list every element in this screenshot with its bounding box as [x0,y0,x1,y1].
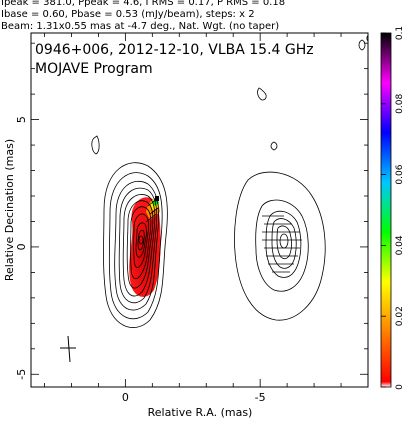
axes: 0 -5 -5 0 5 [15,33,369,404]
y-tick-label: 5 [15,116,28,123]
x-tick-label: 0 [122,391,129,404]
chart-subtitle: MOJAVE Program [35,61,153,77]
y-tick-label: -5 [15,369,28,380]
colorbar-tick-label: 0 [395,384,405,390]
restoring-beam [60,335,76,363]
core-contours [103,162,168,328]
colorbar-tick-label: 0.1 [395,26,405,40]
plot-frame [30,32,369,388]
colorbar-tick-label: 0.02 [395,306,405,326]
jet-contours [234,171,326,321]
stats-line-1: Ipeak = 381.0, Ppeak = 4.6, I RMS = 0.17… [1,0,286,8]
chart-title: 0946+006, 2012-12-10, VLBA 15.4 GHz [35,42,314,58]
colorbar-tick-label: 0.04 [395,235,405,255]
x-tick-label: -5 [255,391,266,404]
y-tick-label: 0 [15,243,28,250]
y-axis-label: Relative Decination (mas) [3,139,16,281]
colorbar-tick-label: 0.06 [395,164,405,184]
stats-line-2: Ibase = 0.60, Pbase = 0.53 (mJy/beam), s… [1,9,255,20]
core-evpa-vectors [145,197,159,223]
colorbar-ticks: 0 0.02 0.04 0.06 0.08 0.1 [381,26,405,390]
x-axis-label: Relative R.A. (mas) [148,406,253,419]
colorbar-tick-label: 0.08 [395,94,405,114]
noise-contours [91,34,368,155]
colorbar [381,33,391,387]
beam-line: Beam: 1.31x0.55 mas at -4.7 deg., Nat. W… [1,21,280,32]
jet-evpa-vectors [262,215,302,273]
